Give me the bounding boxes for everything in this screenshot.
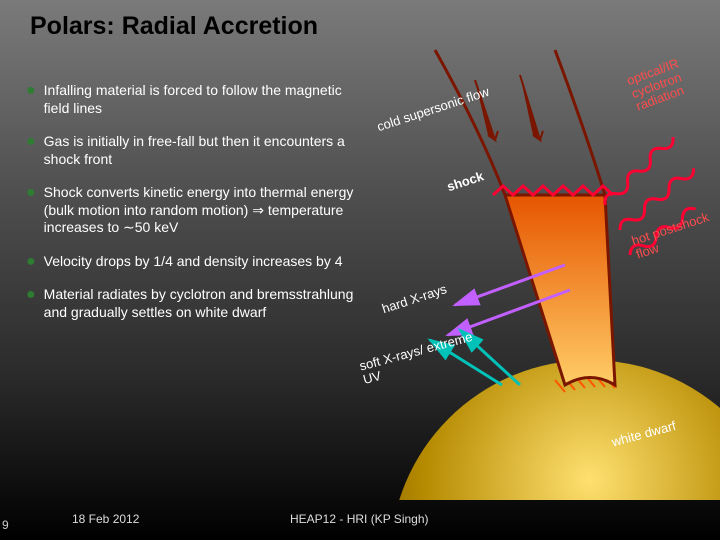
bullet-text: Velocity drops by 1/4 and density increa… [44,253,356,271]
preshock-funnel-icon [435,50,605,195]
bullet-text: Material radiates by cyclotron and brems… [44,286,356,321]
footer-center: HEAP12 - HRI (KP Singh) [290,512,429,526]
footer-date: 18 Feb 2012 [72,512,139,526]
shock-front-icon [493,186,613,195]
bullet-dot-icon: ● [26,286,36,321]
bullet-text: Infalling material is forced to follow t… [44,82,356,117]
bullet-text: Shock converts kinetic energy into therm… [44,184,356,237]
postshock-column-icon [505,195,615,385]
slide-number: 9 [2,518,9,532]
bullet-dot-icon: ● [26,82,36,117]
list-item: ● Material radiates by cyclotron and bre… [26,286,356,321]
list-item: ● Gas is initially in free-fall but then… [26,133,356,168]
list-item: ● Shock converts kinetic energy into the… [26,184,356,237]
accretion-diagram: cold supersonic flow shock optical/IR cy… [360,40,720,500]
bullet-text: Gas is initially in free-fall but then i… [44,133,356,168]
page-title: Polars: Radial Accretion [30,12,318,41]
bullet-dot-icon: ● [26,133,36,168]
bullet-dot-icon: ● [26,253,36,271]
list-item: ● Infalling material is forced to follow… [26,82,356,117]
list-item: ● Velocity drops by 1/4 and density incr… [26,253,356,271]
bullet-list: ● Infalling material is forced to follow… [26,82,356,337]
bullet-dot-icon: ● [26,184,36,237]
